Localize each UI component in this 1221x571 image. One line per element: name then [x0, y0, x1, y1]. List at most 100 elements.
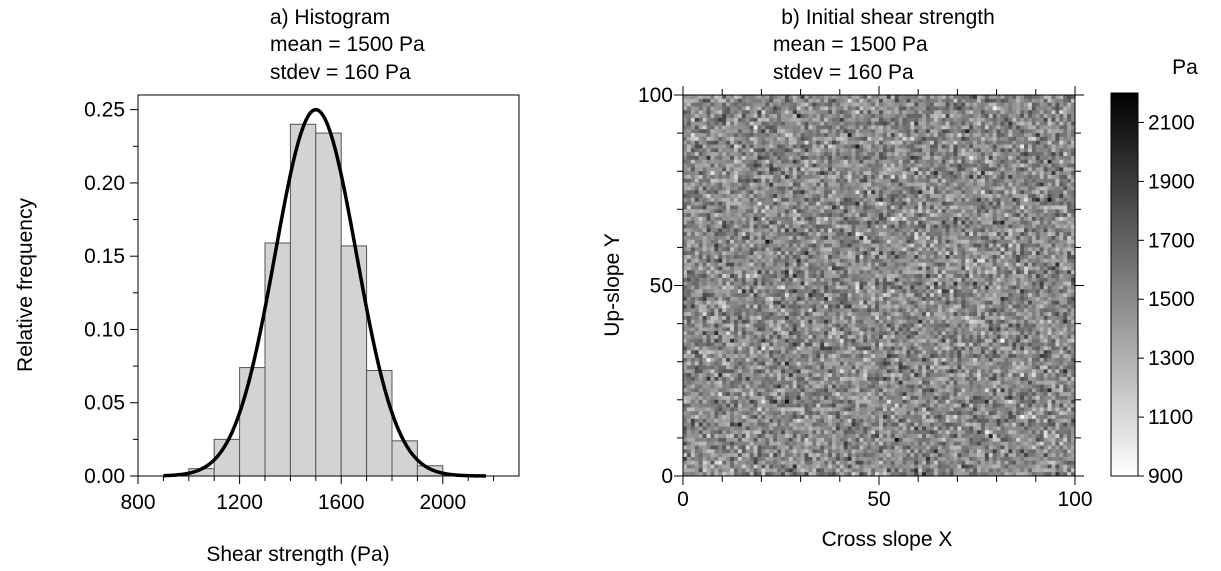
heatmap-cell: [926, 225, 930, 229]
heatmap-cell: [777, 194, 781, 198]
heatmap-cell: [859, 103, 863, 107]
heatmap-cell: [926, 205, 930, 209]
heatmap-cell: [953, 179, 957, 183]
heatmap-cell: [871, 266, 875, 270]
heatmap-cell: [781, 198, 785, 202]
heatmap-cell: [714, 217, 718, 221]
heatmap-cell: [683, 167, 687, 171]
heatmap-cell: [757, 240, 761, 244]
heatmap-cell: [855, 240, 859, 244]
heatmap-cell: [777, 225, 781, 229]
heatmap-cell: [824, 228, 828, 232]
heatmap-cell: [906, 133, 910, 137]
heatmap-cell: [922, 99, 926, 103]
heatmap-cell: [1032, 175, 1036, 179]
heatmap-cell: [871, 232, 875, 236]
heatmap-cell: [816, 167, 820, 171]
heatmap-cell: [957, 251, 961, 255]
heatmap-cell: [710, 232, 714, 236]
heatmap-cell: [769, 194, 773, 198]
heatmap-cell: [867, 175, 871, 179]
heatmap-cell: [993, 122, 997, 126]
heatmap-cell: [789, 186, 793, 190]
heatmap-cell: [793, 156, 797, 160]
heatmap-cell: [910, 103, 914, 107]
heatmap-cell: [981, 198, 985, 202]
heatmap-cell: [773, 125, 777, 129]
heatmap-cell: [1024, 186, 1028, 190]
heatmap-cell: [691, 145, 695, 149]
heatmap-cell: [867, 221, 871, 225]
heatmap-cell: [836, 225, 840, 229]
heatmap-cell: [953, 225, 957, 229]
heatmap-cell: [761, 213, 765, 217]
heatmap-cell: [699, 240, 703, 244]
heatmap-cell: [746, 228, 750, 232]
heatmap-cell: [953, 156, 957, 160]
heatmap-cell: [718, 259, 722, 263]
heatmap-cell: [722, 225, 726, 229]
heatmap-cell: [722, 240, 726, 244]
heatmap-cell: [754, 255, 758, 259]
heatmap-cell: [816, 240, 820, 244]
heatmap-cell: [883, 270, 887, 274]
heatmap-cell: [820, 145, 824, 149]
heatmap-cell: [1020, 99, 1024, 103]
heatmap-cell: [1040, 156, 1044, 160]
heatmap-cell: [965, 156, 969, 160]
heatmap-cell: [707, 141, 711, 145]
heatmap-cell: [906, 236, 910, 240]
heatmap-cell: [840, 171, 844, 175]
heatmap-cell: [1024, 129, 1028, 133]
heatmap-cell: [1048, 236, 1052, 240]
heatmap-cell: [891, 156, 895, 160]
heatmap-cell: [1004, 221, 1008, 225]
heatmap-cell: [734, 125, 738, 129]
heatmap-cell: [734, 274, 738, 278]
heatmap-cell: [801, 232, 805, 236]
heatmap-cell: [805, 194, 809, 198]
heatmap-cell: [1040, 213, 1044, 217]
heatmap-cell: [793, 209, 797, 213]
heatmap-cell: [820, 152, 824, 156]
heatmap-cell: [1001, 129, 1005, 133]
heatmap-cell: [840, 99, 844, 103]
heatmap-cell: [961, 114, 965, 118]
y-tick-label: 0.20: [84, 172, 125, 195]
heatmap-cell: [938, 141, 942, 145]
heatmap-cell: [687, 198, 691, 202]
heatmap-cell: [1028, 202, 1032, 206]
heatmap-cell: [726, 167, 730, 171]
heatmap-cell: [781, 125, 785, 129]
heatmap-cell: [840, 133, 844, 137]
heatmap-cell: [726, 217, 730, 221]
heatmap-cell: [914, 190, 918, 194]
heatmap-cell: [852, 232, 856, 236]
heatmap-cell: [883, 205, 887, 209]
heatmap-cell: [938, 183, 942, 187]
heatmap-cell: [930, 141, 934, 145]
heatmap-cell: [789, 194, 793, 198]
heatmap-cell: [812, 148, 816, 152]
heatmap-cell: [730, 164, 734, 168]
heatmap-cell: [950, 202, 954, 206]
heatmap-cell: [781, 110, 785, 114]
heatmap-cell: [687, 263, 691, 267]
heatmap-cell: [918, 225, 922, 229]
heatmap-cell: [781, 251, 785, 255]
heatmap-cell: [883, 137, 887, 141]
heatmap-cell: [742, 103, 746, 107]
heatmap-cell: [773, 247, 777, 251]
heatmap-cell: [950, 156, 954, 160]
heatmap-cell: [769, 217, 773, 221]
heatmap-cell: [738, 255, 742, 259]
heatmap-cell: [883, 95, 887, 99]
heatmap-cell: [793, 148, 797, 152]
heatmap-cell: [1001, 217, 1005, 221]
heatmap-cell: [969, 95, 973, 99]
heatmap-cell: [895, 221, 899, 225]
heatmap-cell: [985, 244, 989, 248]
heatmap-cell: [746, 125, 750, 129]
heatmap-cell: [1063, 228, 1067, 232]
heatmap-cell: [961, 129, 965, 133]
